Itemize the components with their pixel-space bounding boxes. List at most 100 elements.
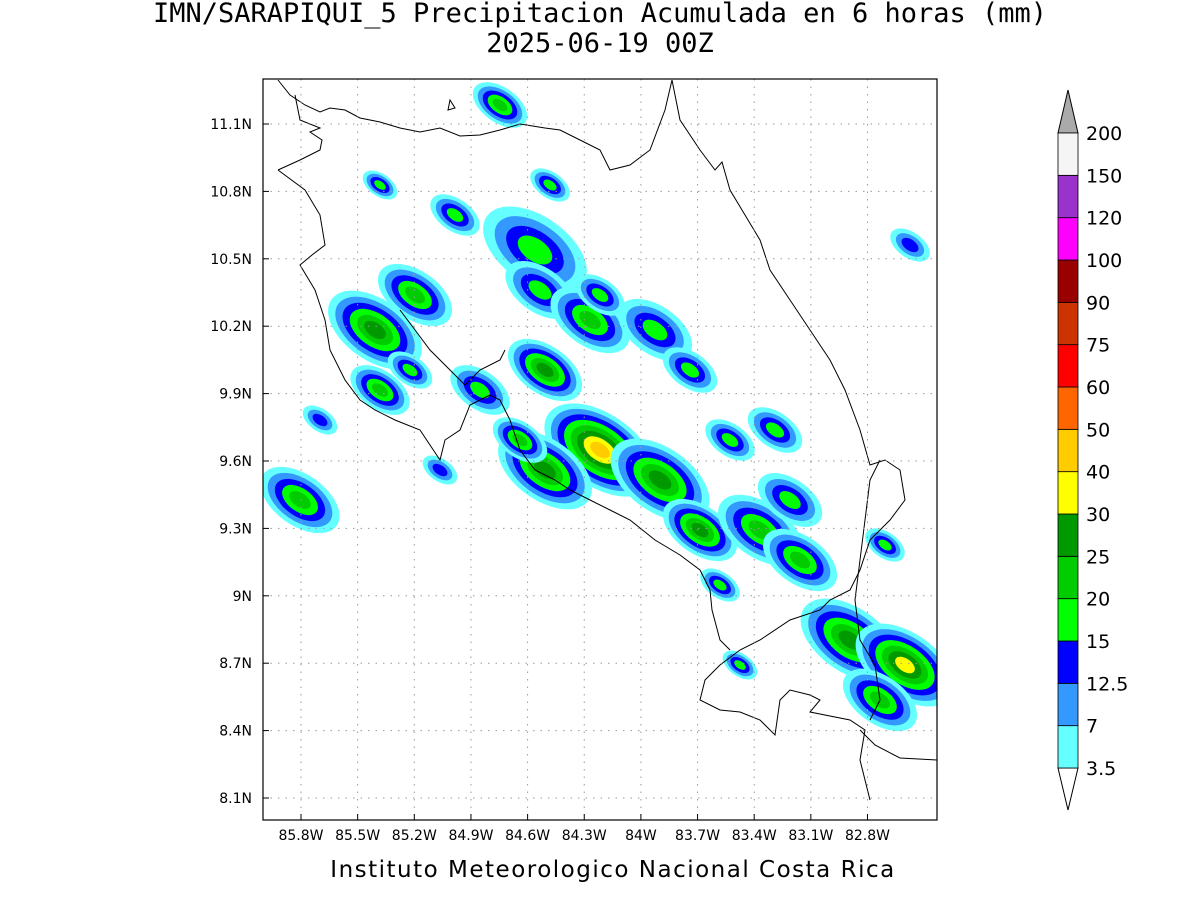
x-tick-label: 85.2W	[392, 828, 437, 844]
precip-contour	[895, 656, 915, 674]
precip-contour	[470, 381, 490, 399]
coastline	[277, 94, 323, 171]
colorbar-swatch	[1057, 428, 1079, 473]
x-tick-label: 82.8W	[845, 828, 890, 844]
precip-contour	[432, 463, 448, 477]
coastline	[277, 79, 673, 171]
precip-contour	[901, 237, 919, 253]
colorbar-label: 3.5	[1086, 758, 1116, 780]
colorbar-label: 90	[1086, 292, 1110, 314]
y-tick-label: 10.2N	[210, 319, 252, 335]
colorbar-swatch	[1057, 174, 1079, 219]
colorbar-label: 50	[1086, 419, 1110, 441]
colorbar-swatch	[1057, 640, 1079, 684]
colorbar-label: 15	[1086, 631, 1110, 653]
x-tick-label: 83.1W	[788, 828, 833, 844]
precip-contour	[374, 180, 386, 190]
precip-contour	[648, 470, 672, 490]
x-tick-label: 85.8W	[278, 828, 323, 844]
x-tick-label: 84.3W	[562, 828, 607, 844]
colorbar-under	[1057, 767, 1079, 811]
precip-contour	[289, 490, 311, 510]
x-tick-label: 84.6W	[505, 828, 550, 844]
y-tick-label: 10.5N	[210, 252, 252, 268]
colorbar-label: 25	[1086, 546, 1110, 568]
subtitle: 2025-06-19 00Z	[486, 28, 714, 59]
x-tick-label: 83.7W	[675, 828, 720, 844]
colorbar-swatch	[1057, 513, 1079, 557]
precip-contour	[734, 660, 746, 670]
precip-contour	[590, 441, 610, 459]
colorbar-swatch	[1057, 725, 1079, 769]
colorbar-label: 12.5	[1086, 673, 1128, 695]
coastline	[277, 169, 731, 651]
y-tick-label: 10.8N	[210, 184, 252, 200]
x-tick-label: 84W	[625, 828, 657, 844]
y-tick-label: 9.3N	[219, 521, 252, 537]
precip-contour	[878, 539, 892, 551]
precip-contour	[528, 280, 552, 300]
precipitation-field	[263, 82, 937, 732]
x-tick-label: 85.5W	[335, 828, 380, 844]
coastline	[859, 729, 937, 761]
colorbar-label: 7	[1086, 716, 1098, 738]
colorbar-swatch	[1057, 471, 1079, 515]
coastline	[671, 79, 906, 801]
precip-contour	[579, 310, 601, 330]
grid: 85.8W 85.5W 85.2W 84.9W 84.6W 84.3W 84W 83.7W 83…	[210, 79, 937, 844]
y-tick-label: 9.6N	[219, 454, 252, 470]
precip-contour	[404, 286, 426, 304]
x-tick-label: 83.4W	[732, 828, 777, 844]
colorbar-swatch	[1057, 132, 1079, 176]
x-tick-label: 84.9W	[448, 828, 493, 844]
colorbar-swatch	[1057, 598, 1079, 642]
precip-contour	[512, 433, 528, 447]
precip-contour	[492, 98, 508, 112]
footer: Instituto Meteorologico Nacional Costa R…	[330, 857, 895, 883]
y-tick-label: 8.7N	[219, 656, 252, 672]
colorbar-swatch	[1057, 259, 1079, 303]
coastlines	[277, 79, 937, 801]
colorbar-label: 30	[1086, 504, 1110, 526]
precip-contour	[713, 579, 727, 591]
precip-contour	[748, 520, 772, 540]
precip-contour	[517, 235, 553, 265]
colorbar-swatch	[1057, 344, 1079, 388]
colorbar-label: 75	[1086, 335, 1110, 357]
precip-contour	[402, 363, 418, 377]
precip-contour	[536, 362, 554, 378]
y-tick-label: 8.4N	[219, 724, 252, 740]
colorbar-over	[1057, 89, 1079, 134]
precip-contour	[364, 320, 386, 340]
precip-contour	[680, 362, 700, 378]
colorbar-label: 60	[1086, 377, 1110, 399]
title: IMN/SARAPIQUI_5 Precipitacion Acumulada …	[153, 0, 1047, 29]
colorbar-label: 40	[1086, 462, 1110, 484]
precip-contour	[543, 179, 557, 191]
colorbar-label: 20	[1086, 589, 1110, 611]
colorbar-swatch	[1057, 386, 1079, 430]
precip-contour	[446, 208, 464, 222]
y-tick-label: 9N	[233, 589, 252, 605]
precip-contour	[779, 491, 801, 509]
map-frame	[262, 78, 938, 821]
colorbar-swatch	[1057, 217, 1079, 261]
precip-contour	[591, 288, 609, 302]
y-tick-label: 8.1N	[219, 791, 252, 807]
coastline	[854, 459, 881, 721]
precip-contour	[765, 422, 785, 438]
coastline	[399, 309, 506, 386]
island	[447, 98, 456, 111]
y-tick-label: 9.9N	[219, 387, 252, 403]
precip-contour	[789, 551, 811, 569]
precip-contour	[312, 413, 328, 427]
colorbar-swatch	[1057, 682, 1079, 727]
precip-contour	[691, 522, 709, 538]
precip-contour	[534, 460, 556, 480]
colorbar-label: 120	[1086, 208, 1122, 230]
colorbar-label: 100	[1086, 250, 1122, 272]
colorbar-label: 200	[1086, 123, 1122, 145]
colorbar-swatch	[1057, 301, 1079, 346]
